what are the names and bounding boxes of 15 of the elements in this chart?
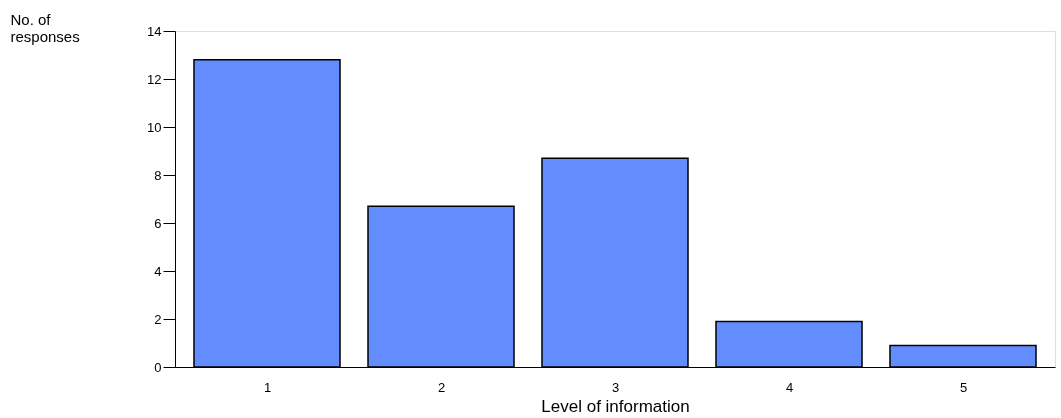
x-tick-label: 3 (611, 379, 620, 395)
y-tick-label: 10 (147, 119, 162, 135)
y-tick-label: 8 (154, 167, 162, 183)
y-tick-label: 14 (147, 23, 162, 39)
y-tick-label: 2 (154, 311, 162, 327)
x-tick-label: 1 (263, 379, 272, 395)
x-tick-label: 4 (785, 379, 794, 395)
y-axis-title: No. of responses (10, 10, 80, 45)
y-tick-label: 12 (147, 71, 162, 87)
x-axis-title: Level of information (541, 396, 690, 416)
y-tick-label: 4 (154, 263, 162, 279)
y-tick-label: 6 (154, 215, 162, 231)
y-tick-label: 0 (154, 359, 162, 375)
x-tick-label: 5 (959, 379, 968, 395)
x-tick-label: 2 (437, 379, 446, 395)
